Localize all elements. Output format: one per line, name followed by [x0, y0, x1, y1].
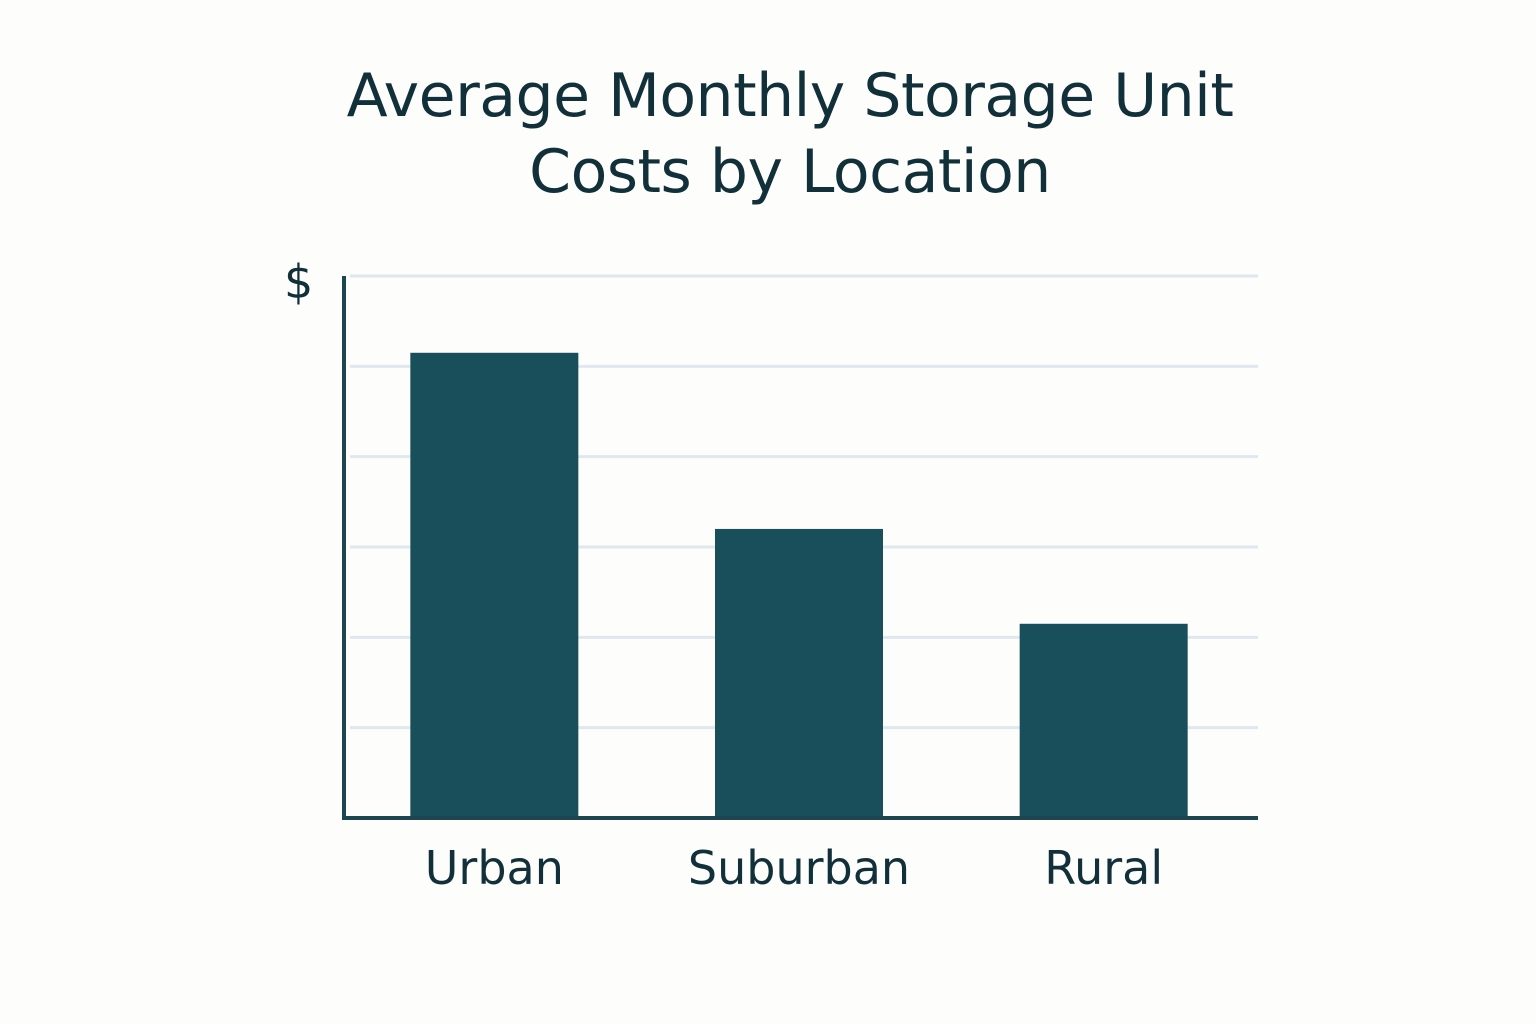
bars: [410, 352, 1188, 818]
y-axis-label: $: [284, 255, 313, 309]
category-label-suburban: Suburban: [688, 841, 910, 895]
bar-urban: [410, 352, 579, 818]
axes: [342, 276, 1258, 820]
category-label-rural: Rural: [1044, 841, 1163, 895]
bar-suburban: [715, 528, 883, 818]
chart-title: Average Monthly Storage Unit Costs by Lo…: [0, 58, 1536, 210]
bar-rural: [1019, 623, 1188, 818]
category-labels: Urban Suburban Rural: [425, 841, 1163, 895]
category-label-urban: Urban: [425, 841, 564, 895]
chart-title-line-2: Costs by Location: [529, 137, 1051, 207]
chart-title-line-1: Average Monthly Storage Unit: [346, 61, 1234, 131]
